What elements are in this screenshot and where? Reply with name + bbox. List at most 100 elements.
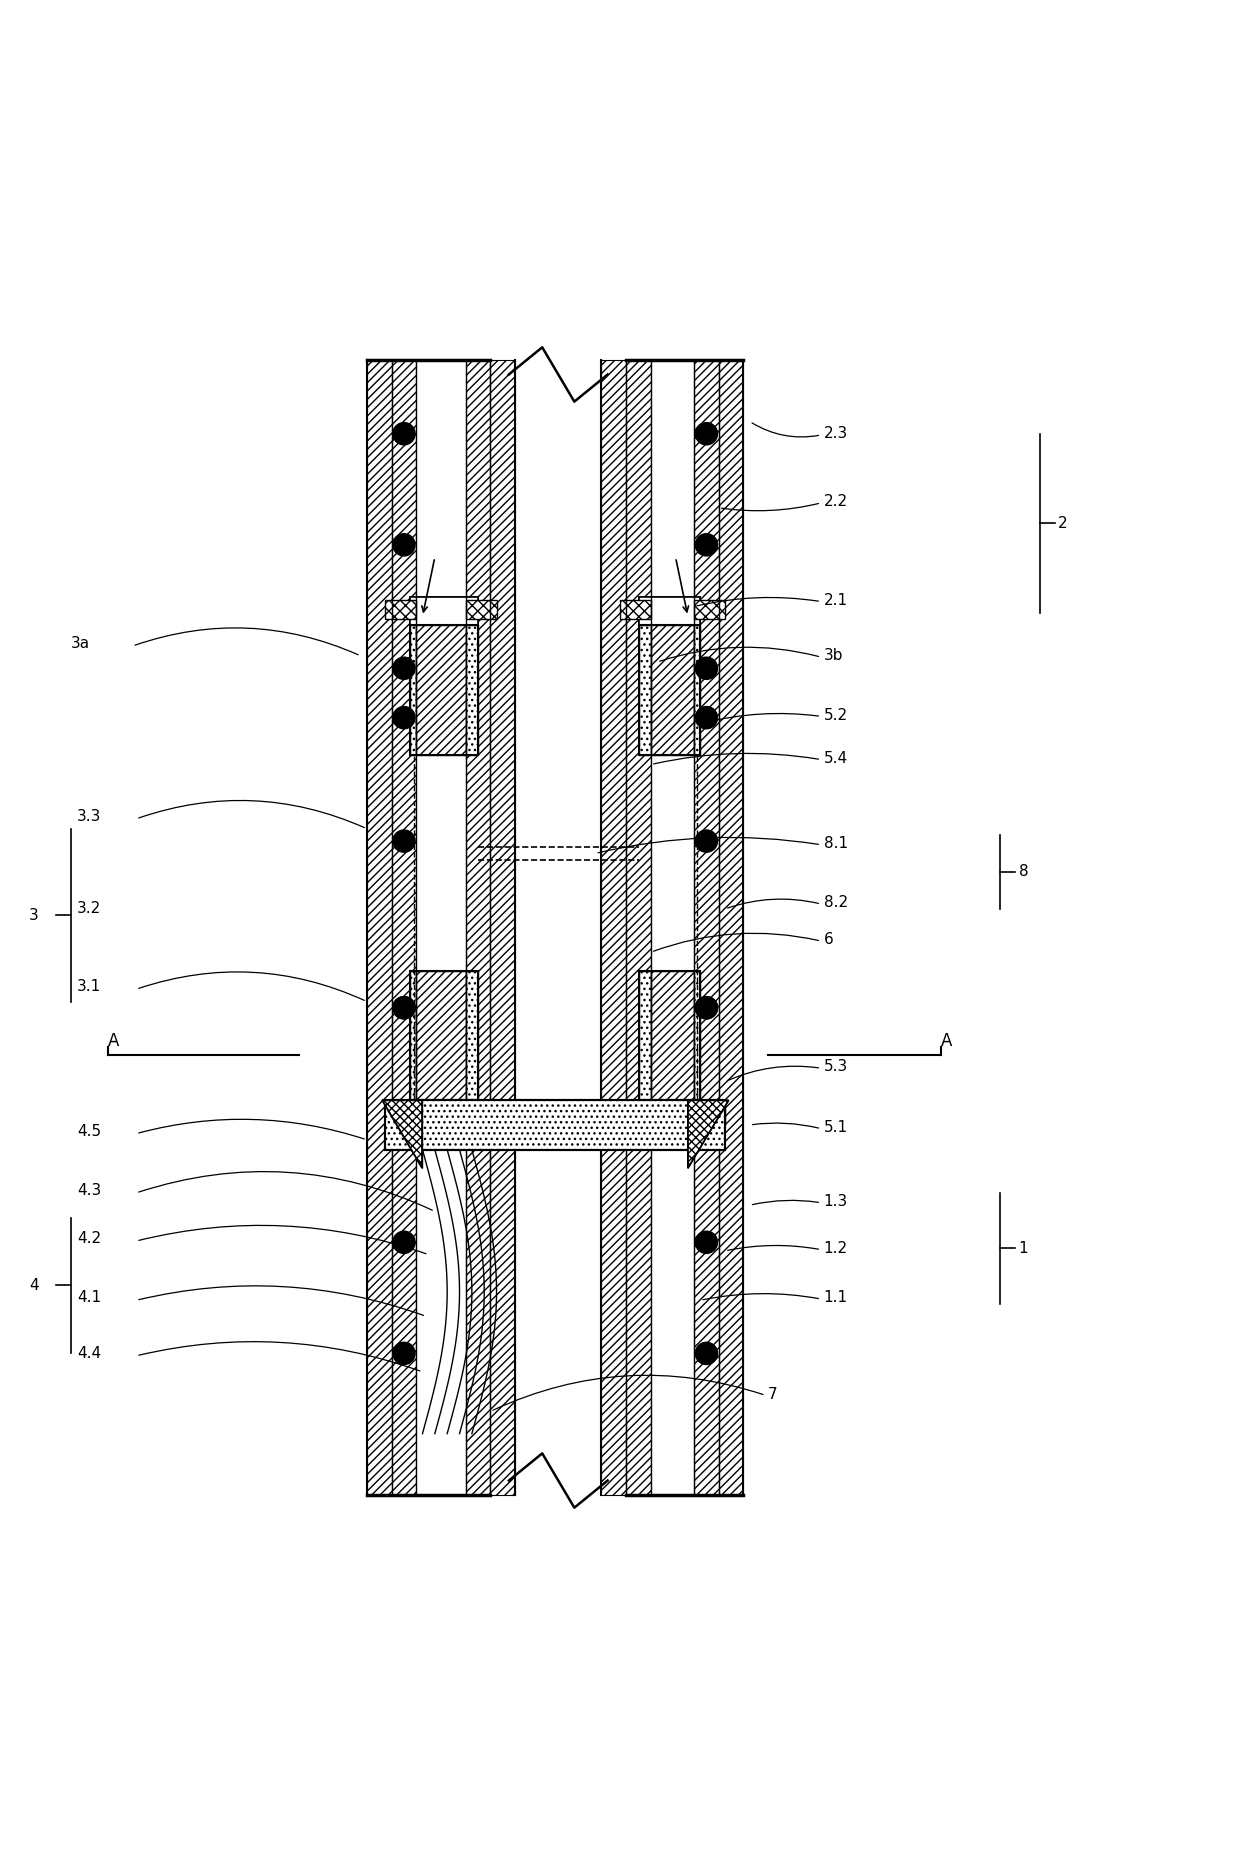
FancyArrowPatch shape [139,801,365,827]
Bar [639,970,701,1100]
Bar [639,970,651,1100]
Bar [417,360,466,1495]
FancyArrowPatch shape [728,1067,818,1081]
Text: 1.1: 1.1 [823,1291,848,1306]
FancyArrowPatch shape [653,753,818,764]
Bar [651,970,694,1100]
Circle shape [393,829,415,851]
Circle shape [393,657,415,679]
Text: 5.3: 5.3 [823,1059,848,1074]
FancyArrowPatch shape [492,1375,763,1410]
FancyArrowPatch shape [753,1200,818,1204]
Bar [410,625,479,755]
Bar [639,597,701,625]
Text: 3.1: 3.1 [77,979,102,994]
Circle shape [393,1343,415,1365]
Text: 5.2: 5.2 [823,707,848,723]
Bar [367,360,392,1495]
Bar [410,970,479,1100]
Text: A: A [941,1031,952,1050]
Text: 1.2: 1.2 [823,1241,848,1256]
Bar [410,1100,479,1128]
Bar [417,970,466,1100]
Text: 4.5: 4.5 [77,1124,100,1139]
Text: 5.1: 5.1 [823,1120,848,1135]
Text: 3a: 3a [71,636,89,651]
Circle shape [393,996,415,1018]
Bar [386,601,417,620]
FancyArrowPatch shape [751,423,818,438]
Circle shape [393,996,415,1018]
Circle shape [393,423,415,445]
Polygon shape [688,1100,729,1169]
Bar [651,625,694,755]
Bar [386,1100,725,1150]
Circle shape [696,996,718,1018]
FancyArrowPatch shape [139,1172,433,1209]
Text: 4.1: 4.1 [77,1291,100,1306]
FancyArrowPatch shape [139,1119,365,1139]
Bar [694,1104,725,1124]
Text: 2.1: 2.1 [823,594,848,608]
Text: 8.1: 8.1 [823,837,848,851]
Text: 6: 6 [823,933,833,948]
Bar [386,1104,417,1124]
Bar [694,360,719,1495]
Text: 4.3: 4.3 [77,1183,102,1198]
Text: 8: 8 [1019,864,1028,879]
Bar [639,1100,701,1128]
Bar [466,625,479,755]
Text: 1.3: 1.3 [823,1195,848,1209]
Bar [620,1104,651,1124]
Bar [651,360,694,1495]
FancyArrowPatch shape [722,503,818,510]
Text: 2: 2 [1058,516,1068,531]
Bar [466,360,490,1495]
Bar [639,1100,701,1128]
Text: 8.2: 8.2 [823,896,848,911]
Bar [601,360,626,1495]
FancyArrowPatch shape [139,1226,427,1254]
Circle shape [696,423,718,445]
Bar [410,597,479,625]
Bar [466,1104,496,1124]
Circle shape [393,1232,415,1254]
Bar [694,625,701,755]
Circle shape [696,1343,718,1365]
Circle shape [393,534,415,556]
Circle shape [393,707,415,729]
Text: 3.2: 3.2 [77,902,102,916]
FancyArrowPatch shape [139,972,365,1000]
FancyArrowPatch shape [139,1341,420,1371]
FancyArrowPatch shape [598,837,818,853]
FancyArrowPatch shape [753,1122,818,1128]
Circle shape [696,707,718,729]
Bar [410,970,417,1100]
Bar [639,625,651,755]
Circle shape [696,1232,718,1254]
Bar [410,1100,479,1128]
Text: 4.2: 4.2 [77,1232,100,1247]
FancyArrowPatch shape [139,1286,424,1315]
Text: 2.3: 2.3 [823,427,848,441]
Text: 3b: 3b [823,649,843,664]
Bar [719,360,744,1495]
Bar [694,970,701,1100]
FancyArrowPatch shape [697,597,818,607]
Circle shape [696,534,718,556]
Bar [466,970,479,1100]
Text: 2.2: 2.2 [823,493,848,508]
FancyArrowPatch shape [728,900,818,909]
Polygon shape [382,1100,423,1169]
Bar [466,601,496,620]
FancyArrowPatch shape [660,647,818,660]
Circle shape [696,829,718,851]
Text: 3.3: 3.3 [77,809,102,824]
Bar [410,625,417,755]
Text: 7: 7 [768,1388,777,1402]
FancyArrowPatch shape [703,714,818,723]
Bar [392,360,417,1495]
Bar [626,360,651,1495]
Bar [490,360,515,1495]
Bar [620,601,651,620]
